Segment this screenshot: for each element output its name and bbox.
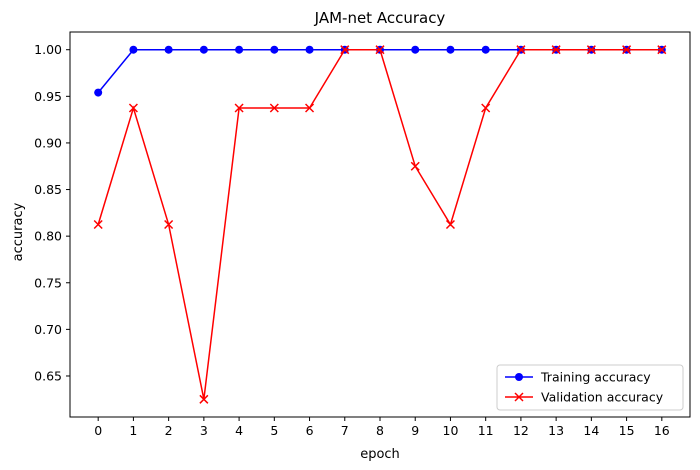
- legend-entry: Validation accuracy: [541, 390, 664, 405]
- data-point: [411, 45, 420, 54]
- data-point: [305, 45, 314, 54]
- data-point: [657, 45, 667, 55]
- data-point: [199, 45, 208, 54]
- chart-title: JAM-net Accuracy: [314, 9, 446, 27]
- data-point: [551, 45, 561, 55]
- data-point: [515, 373, 523, 381]
- y-tick-label: 0.85: [34, 182, 62, 197]
- x-tick-label: 14: [583, 423, 599, 438]
- data-point: [269, 103, 279, 113]
- x-tick-label: 9: [411, 423, 419, 438]
- data-point: [94, 88, 103, 97]
- data-point: [128, 103, 138, 113]
- series-validation: [93, 45, 667, 404]
- data-point: [445, 219, 455, 230]
- data-point: [375, 45, 385, 55]
- data-point: [481, 45, 490, 54]
- x-axis-label: epoch: [360, 447, 400, 462]
- x-tick-label: 6: [306, 423, 314, 438]
- data-point: [305, 103, 315, 113]
- data-point: [93, 219, 103, 230]
- x-tick-label: 16: [654, 423, 670, 438]
- data-point: [514, 392, 524, 402]
- x-tick-label: 5: [270, 423, 278, 438]
- data-point: [622, 45, 632, 55]
- y-tick-label: 0.75: [34, 275, 62, 290]
- data-point: [340, 45, 350, 55]
- data-point: [129, 45, 138, 54]
- data-point: [235, 45, 244, 54]
- x-tick-label: 1: [129, 423, 137, 438]
- legend-entry: Training accuracy: [540, 370, 651, 385]
- x-tick-label: 4: [235, 423, 243, 438]
- x-tick-label: 3: [200, 423, 208, 438]
- plot-frame: [69, 31, 691, 418]
- axis-ticks: 0 1 2 3 4 5 6 7 8 9 10 11 12 13 14 15 160.650.700.750.80…: [34, 42, 670, 438]
- y-tick-label: 0.90: [34, 135, 62, 150]
- y-tick-label: 0.95: [34, 89, 62, 104]
- x-tick-label: 2: [165, 423, 173, 438]
- data-point: [234, 103, 244, 113]
- x-tick-label: 8: [376, 423, 384, 438]
- x-tick-label: 15: [619, 423, 635, 438]
- y-tick-label: 0.65: [34, 368, 62, 383]
- y-axis-label: accuracy: [11, 202, 26, 261]
- data-point: [586, 45, 596, 55]
- x-tick-label: 7: [341, 423, 349, 438]
- x-tick-label: 11: [478, 423, 494, 438]
- series-line: [97, 48, 662, 400]
- data-point: [410, 161, 420, 171]
- data-point: [164, 45, 173, 54]
- legend-box: [496, 364, 684, 411]
- data-point: [446, 45, 455, 54]
- series-line: [97, 48, 662, 94]
- x-tick-label: 13: [548, 423, 564, 438]
- data-point: [199, 394, 209, 404]
- legend: Training accuracy Validation accuracy: [496, 364, 684, 411]
- y-tick-label: 0.80: [34, 229, 62, 244]
- y-tick-label: 0.70: [34, 322, 62, 337]
- plot-area: [93, 45, 667, 404]
- data-point: [516, 45, 526, 55]
- y-tick-label: 1.00: [34, 42, 62, 57]
- data-point: [270, 45, 279, 54]
- data-point: [481, 103, 491, 113]
- x-tick-label: 10: [443, 423, 459, 438]
- data-point: [164, 219, 174, 230]
- x-tick-label: 0: [94, 423, 102, 438]
- series-training: [94, 45, 666, 97]
- x-tick-label: 12: [513, 423, 529, 438]
